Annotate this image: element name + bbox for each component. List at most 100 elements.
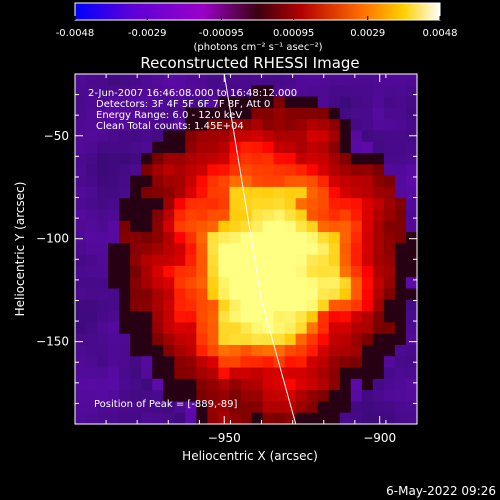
- heatmap-cell: [383, 209, 396, 222]
- heatmap-cell: [262, 164, 275, 177]
- heatmap-cell: [97, 107, 109, 120]
- annotation-time-range: 2-Jun-2007 16:46:08.000 to 16:48:12.000: [88, 88, 297, 99]
- heatmap-cell: [229, 401, 242, 414]
- heatmap-cell: [207, 322, 220, 335]
- heatmap-cell: [317, 356, 330, 369]
- heatmap-cell: [86, 322, 98, 335]
- heatmap-cell: [229, 390, 242, 403]
- heatmap-cell: [207, 74, 220, 86]
- heatmap-cell: [196, 401, 208, 414]
- heatmap-cell: [75, 390, 87, 403]
- heatmap-cell: [207, 344, 220, 357]
- heatmap-cell: [394, 344, 407, 357]
- heatmap-cell: [317, 164, 330, 177]
- heatmap-cell: [185, 96, 197, 109]
- heatmap-cell: [361, 277, 374, 290]
- heatmap-cell: [218, 288, 231, 301]
- heatmap-cell: [273, 378, 286, 391]
- heatmap-cell: [328, 412, 341, 425]
- heatmap-cell: [284, 243, 297, 256]
- heatmap-cell: [75, 277, 87, 290]
- heatmap-cell: [218, 153, 231, 165]
- heatmap-cell: [405, 254, 418, 267]
- heatmap-cell: [218, 265, 231, 278]
- heatmap-cell: [141, 130, 153, 143]
- heatmap-cell: [361, 175, 374, 188]
- heatmap-cell: [262, 265, 275, 278]
- heatmap-cell: [361, 254, 374, 267]
- heatmap-cell: [163, 412, 175, 425]
- heatmap-cell: [229, 367, 242, 380]
- heatmap-cell: [75, 153, 87, 165]
- heatmap-cell: [251, 243, 264, 256]
- heatmap-cell: [350, 141, 363, 154]
- heatmap-cell: [163, 367, 175, 380]
- heatmap-cell: [284, 85, 297, 98]
- heatmap-cell: [97, 254, 109, 267]
- heatmap-cell: [174, 254, 186, 267]
- annotation-detectors: Detectors: 3F 4F 5F 6F 7F 8F, Att 0: [96, 99, 270, 110]
- heatmap-cell: [394, 265, 407, 278]
- heatmap-cell: [372, 333, 385, 346]
- heatmap-cell: [383, 107, 396, 120]
- heatmap-cell: [119, 209, 131, 222]
- heatmap-cell: [295, 175, 308, 188]
- heatmap-cell: [339, 107, 352, 120]
- heatmap-cell: [306, 130, 319, 143]
- heatmap-cell: [119, 378, 131, 391]
- heatmap-cell: [97, 119, 109, 132]
- heatmap-cell: [339, 254, 352, 267]
- heatmap-cell: [119, 243, 131, 256]
- heatmap-cell: [141, 356, 153, 369]
- heatmap-cell: [218, 85, 231, 98]
- heatmap-cell: [97, 356, 109, 369]
- heatmap-cell: [174, 378, 186, 391]
- heatmap-cell: [383, 311, 396, 323]
- heatmap-cell: [372, 356, 385, 369]
- heatmap-cell: [108, 164, 120, 177]
- heatmap-cell: [108, 232, 120, 244]
- heatmap-cell: [372, 390, 385, 403]
- heatmap-cell: [383, 277, 396, 290]
- heatmap-cell: [86, 130, 98, 143]
- heatmap-cell: [174, 85, 186, 98]
- heatmap-cell: [350, 344, 363, 357]
- heatmap-cell: [306, 356, 319, 369]
- heatmap-cell: [229, 119, 242, 132]
- heatmap-cell: [185, 85, 197, 98]
- heatmap-cell: [383, 254, 396, 267]
- heatmap-cell: [130, 107, 142, 120]
- heatmap-cell: [317, 85, 330, 98]
- heatmap-cell: [328, 164, 341, 177]
- heatmap-cell: [405, 378, 418, 391]
- heatmap-cell: [372, 141, 385, 154]
- heatmap-cell: [273, 175, 286, 188]
- heatmap-cell: [108, 130, 120, 143]
- heatmap-cell: [119, 288, 131, 301]
- heatmap-cell: [86, 254, 98, 267]
- heatmap-cell: [108, 401, 120, 414]
- heatmap-cell: [152, 299, 164, 312]
- heatmap-cell: [141, 277, 153, 290]
- heatmap-cell: [383, 356, 396, 369]
- heatmap-cell: [75, 322, 87, 335]
- heatmap-cell: [372, 209, 385, 222]
- heatmap-cell: [339, 164, 352, 177]
- heatmap-cell: [207, 175, 220, 188]
- heatmap-cell: [141, 220, 153, 233]
- heatmap-cell: [306, 119, 319, 132]
- heatmap-cell: [306, 344, 319, 357]
- heatmap-cell: [295, 107, 308, 120]
- heatmap-cell: [86, 153, 98, 165]
- heatmap-cell: [174, 288, 186, 301]
- heatmap-cell: [240, 311, 253, 323]
- heatmap-cell: [306, 74, 319, 86]
- heatmap-cell: [185, 356, 197, 369]
- heatmap-cell: [218, 186, 231, 199]
- heatmap-cell: [130, 356, 142, 369]
- heatmap-cell: [152, 401, 164, 414]
- heatmap-cell: [295, 243, 308, 256]
- heatmap-cell: [394, 153, 407, 165]
- heatmap-cell: [317, 153, 330, 165]
